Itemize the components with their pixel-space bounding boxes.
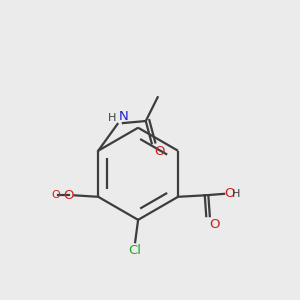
Text: O: O <box>63 189 74 202</box>
Text: O: O <box>154 145 165 158</box>
Text: O: O <box>51 190 60 200</box>
Text: H: H <box>232 189 240 199</box>
Text: H: H <box>108 112 116 122</box>
Text: O: O <box>209 218 220 231</box>
Text: Cl: Cl <box>129 244 142 256</box>
Text: O: O <box>225 187 235 200</box>
Text: N: N <box>118 110 128 122</box>
